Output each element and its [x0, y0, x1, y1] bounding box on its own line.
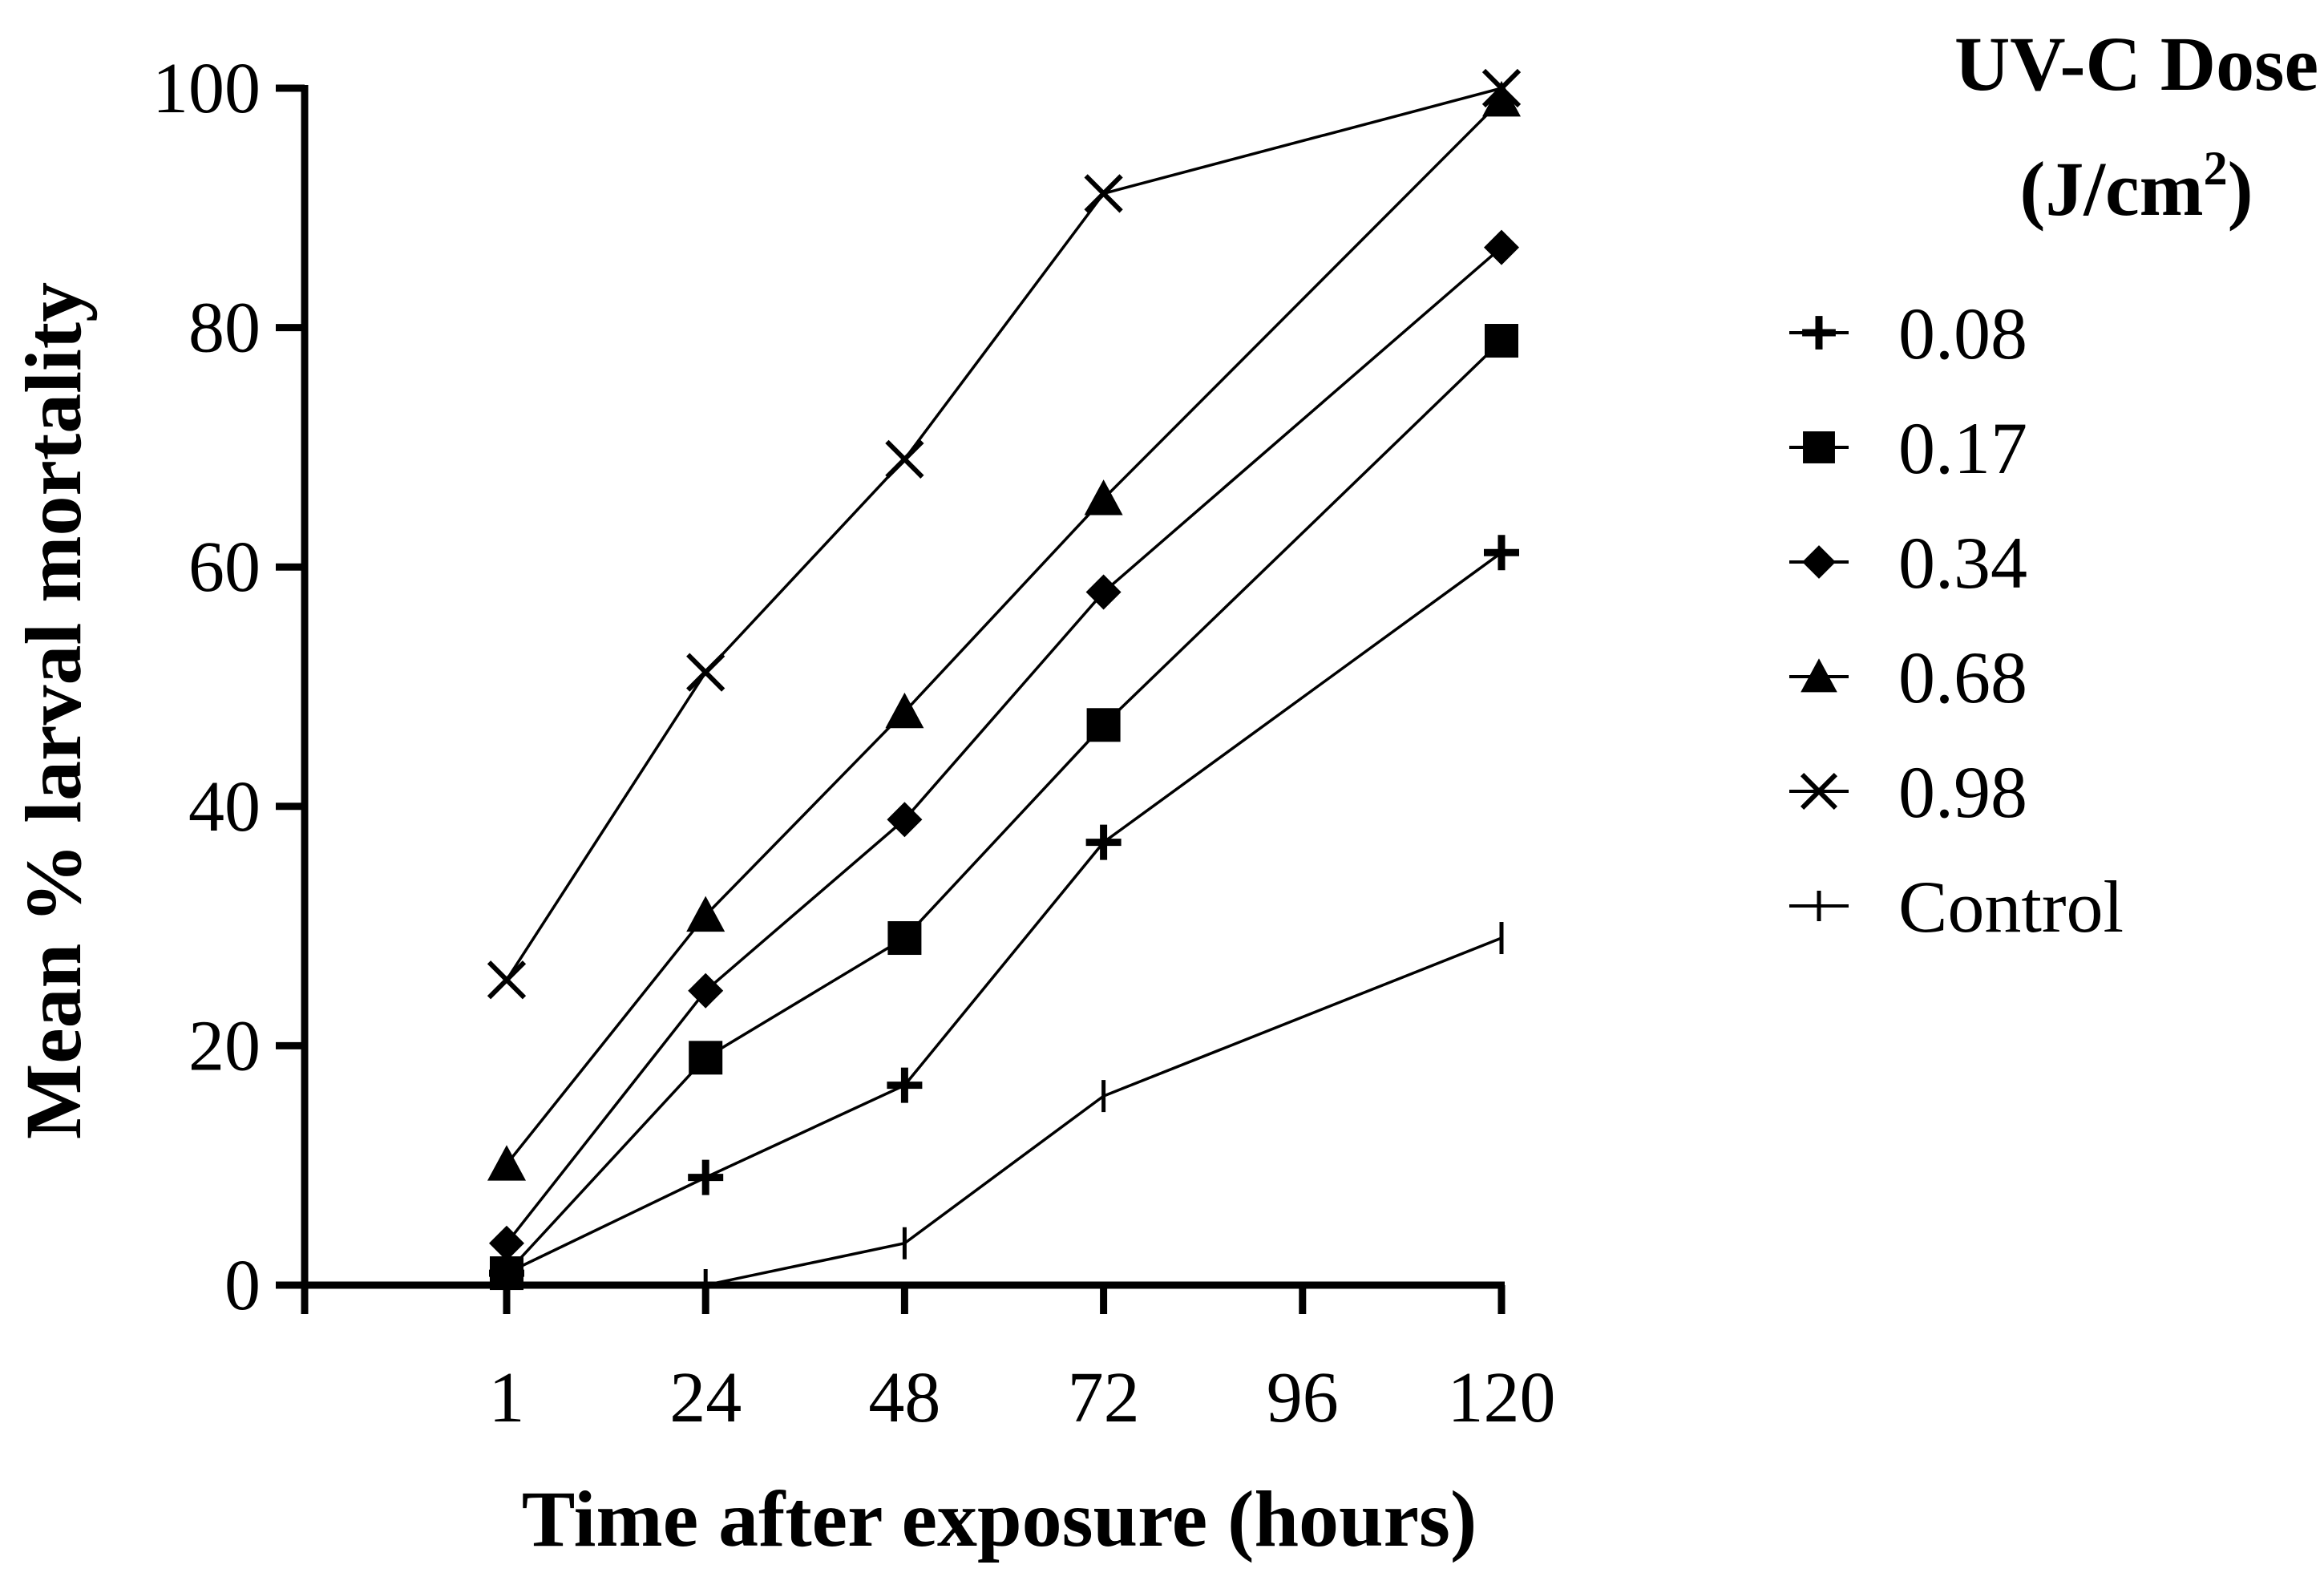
- legend-item-0.17: 0.17: [1789, 407, 2027, 489]
- data-point-diamond: [1802, 545, 1836, 579]
- y-axis-title: Mean % larval mortality: [9, 282, 98, 1139]
- y-tick-label: 60: [188, 528, 261, 607]
- legend-label: 0.98: [1898, 751, 2027, 833]
- x-tick-label: 96: [1267, 1358, 1339, 1437]
- legend-title-line1: UV-C Dose: [1954, 21, 2318, 107]
- axes: [301, 85, 1505, 1289]
- legend-title-superscript: 2: [2204, 142, 2228, 195]
- x-tick-label: 48: [868, 1358, 940, 1437]
- legend-item-0.68: 0.68: [1789, 637, 2027, 718]
- legend-title-close: ): [2228, 146, 2253, 232]
- data-point-plus-bold: [1484, 535, 1519, 571]
- y-tick-label: 80: [188, 289, 261, 368]
- data-point-square: [1485, 324, 1518, 358]
- legend-items: 0.08 0.17 0.34 0.68 0.98 Control: [1789, 293, 2124, 948]
- data-point-square: [887, 921, 922, 956]
- data-point-diamond: [1085, 574, 1122, 610]
- data-point-x: [1481, 68, 1522, 108]
- y-tick-label: 0: [224, 1246, 261, 1325]
- data-point-diamond: [887, 802, 923, 838]
- legend-label: Control: [1898, 866, 2124, 948]
- data-point-triangle: [1084, 479, 1123, 516]
- legend-item-0.34: 0.34: [1789, 522, 2027, 604]
- series-line-0.08: [506, 551, 1503, 1275]
- x-axis-title: Time after exposure (hours): [522, 1474, 1477, 1563]
- data-point-square: [689, 1041, 723, 1075]
- y-tick-label: 40: [188, 767, 261, 847]
- data-point-triangle: [1801, 658, 1837, 693]
- legend-title-unit: (J/cm: [2019, 146, 2203, 232]
- y-ticks: 0 20 40 60 80 100: [152, 49, 305, 1325]
- legend-item-0.98: 0.98: [1789, 751, 2027, 833]
- legend-label: 0.17: [1898, 407, 2027, 489]
- legend-title-line2: (J/cm2): [2019, 142, 2253, 232]
- legend-label: 0.08: [1898, 293, 2027, 374]
- data-point-diamond: [489, 1225, 524, 1261]
- series-markers: [487, 68, 1522, 1301]
- data-point-square: [1086, 708, 1121, 742]
- series-line-0.68: [505, 99, 1503, 1166]
- series-lines: [505, 87, 1503, 1287]
- data-point-triangle: [487, 1145, 526, 1181]
- y-tick-label: 100: [152, 49, 261, 128]
- data-point-x: [885, 439, 924, 479]
- data-point-plus-bold: [1802, 316, 1836, 350]
- x-tick-label: 120: [1448, 1358, 1556, 1437]
- legend-label: 0.34: [1898, 522, 2027, 604]
- x-tick-label: 1: [489, 1358, 525, 1437]
- data-point-square: [1803, 431, 1835, 463]
- data-point-x: [1800, 772, 1838, 811]
- legend-item-control: Control: [1789, 866, 2124, 948]
- data-point-diamond: [688, 972, 724, 1009]
- data-point-plus-bold: [887, 1067, 923, 1103]
- series-line-0.98: [505, 87, 1502, 981]
- series-line-0.17: [505, 339, 1503, 1275]
- data-point-triangle: [885, 692, 924, 729]
- data-point-triangle: [686, 896, 725, 932]
- y-tick-label: 20: [188, 1006, 261, 1086]
- legend: UV-C Dose (J/cm2) 0.08 0.17 0.34 0.68 0.98 Co…: [1789, 21, 2318, 948]
- x-ticks: 1 24 48 72 96 120: [301, 1285, 1556, 1437]
- data-point-x: [487, 960, 527, 1000]
- series-line-0.34: [505, 246, 1503, 1244]
- x-tick-label: 24: [669, 1358, 742, 1437]
- data-point-x: [1084, 174, 1123, 213]
- data-point-plus-bold: [688, 1159, 724, 1195]
- data-point-triangle: [1482, 80, 1521, 117]
- x-tick-label: 72: [1068, 1358, 1140, 1437]
- series-line-control: [705, 936, 1502, 1287]
- legend-label: 0.68: [1898, 637, 2027, 718]
- data-point-square: [490, 1256, 523, 1291]
- data-point-x: [686, 653, 725, 692]
- data-point-plus-bold: [1085, 824, 1122, 860]
- data-point-diamond: [1484, 229, 1519, 265]
- legend-item-0.08: 0.08: [1789, 293, 2027, 374]
